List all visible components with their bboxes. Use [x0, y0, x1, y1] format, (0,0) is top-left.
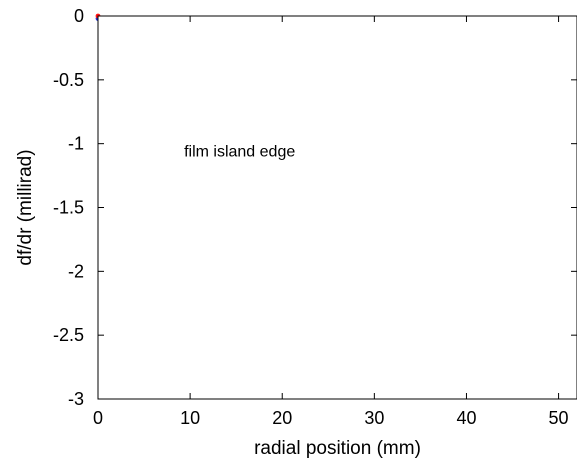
y-tick-label: -1	[68, 134, 84, 154]
annotation-text: film island edge	[184, 143, 295, 160]
x-axis-label: radial position (mm)	[254, 438, 421, 459]
y-axis-label: df/dr (millirad)	[15, 149, 36, 265]
x-tick-label: 20	[272, 408, 292, 428]
x-tick-label: 0	[93, 408, 103, 428]
y-tick-label: -3	[68, 389, 84, 409]
y-tick-label: -0.5	[53, 70, 84, 90]
y-tick-label: -2.5	[53, 325, 84, 345]
x-tick-label: 40	[456, 408, 476, 428]
x-tick-label: 10	[180, 408, 200, 428]
y-tick-label: 0	[74, 6, 84, 26]
y-tick-label: -2	[68, 261, 84, 281]
plot-frame	[97, 15, 577, 400]
x-tick-label: 30	[364, 408, 384, 428]
axis-layer: 0 10 20 30 40 50 0 -0.5 -1 -1.5 -2 -2.5 -3	[53, 6, 577, 428]
y-tick-label: -1.5	[53, 198, 84, 218]
x-tick-label: 50	[549, 408, 569, 428]
